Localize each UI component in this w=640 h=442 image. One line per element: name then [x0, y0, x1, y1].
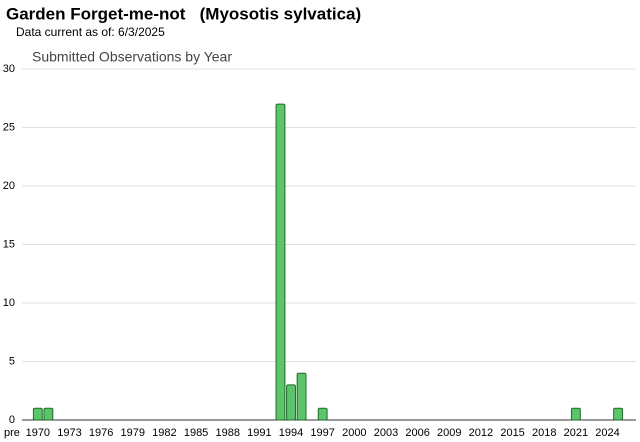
x-tick-label: 2012 [469, 427, 493, 439]
bar [32, 407, 43, 421]
bar [286, 384, 296, 421]
y-tick-label: 0 [9, 414, 15, 426]
x-tick-label: 1988 [215, 427, 239, 439]
bar [275, 103, 286, 421]
x-tick-label: 1985 [184, 427, 208, 439]
x-tick-label: 1976 [89, 427, 113, 439]
x-tick-label: 2021 [564, 427, 588, 439]
page-subtitle: Data current as of: 6/3/2025 [16, 25, 165, 39]
chart-title: Submitted Observations by Year [32, 49, 232, 65]
x-tick-label: 1982 [152, 427, 176, 439]
y-tick-label: 25 [3, 121, 15, 133]
x-tick-label: 1973 [57, 427, 81, 439]
bar [570, 407, 581, 421]
y-tick-label: 15 [3, 238, 15, 250]
y-tick-label: 20 [3, 180, 15, 192]
x-tick-label: 2018 [532, 427, 556, 439]
y-tick-label: 30 [3, 63, 15, 75]
x-tick-label: pre [4, 427, 20, 439]
x-tick-label: 1991 [247, 427, 271, 439]
x-tick-label: 2015 [500, 427, 524, 439]
bar [317, 407, 328, 421]
x-tick-label: 2009 [437, 427, 461, 439]
bar [43, 407, 54, 421]
y-tick-label: 10 [3, 297, 15, 309]
x-tick-label: 1979 [121, 427, 145, 439]
x-tick-label: 2003 [374, 427, 398, 439]
x-tick-label: 2006 [405, 427, 429, 439]
y-tick-label: 5 [9, 355, 15, 367]
x-tick-label: 1997 [310, 427, 334, 439]
bar [296, 372, 307, 421]
bar [613, 407, 624, 421]
x-tick-label: 2024 [595, 427, 619, 439]
page-title: Garden Forget-me-not (Myosotis sylvatica… [6, 4, 361, 23]
x-tick-label: 1994 [279, 427, 303, 439]
x-tick-label: 1970 [26, 427, 50, 439]
x-tick-label: 2000 [342, 427, 366, 439]
